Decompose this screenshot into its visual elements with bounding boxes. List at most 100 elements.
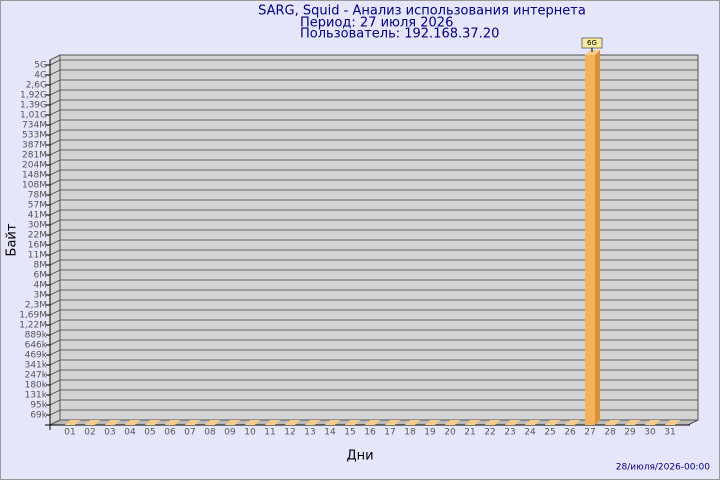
- y-tick-label: 341k: [25, 361, 48, 371]
- bar-top: [425, 420, 440, 425]
- grid-line: [49, 169, 698, 176]
- y-tick-label: 11M: [28, 251, 47, 261]
- x-tick-label: 09: [224, 428, 236, 438]
- x-tick-label: 16: [364, 428, 376, 438]
- x-tick-label: 07: [184, 428, 195, 438]
- y-tick-label: 108M: [22, 181, 47, 191]
- x-tick-label: 05: [144, 428, 155, 438]
- grid-line: [49, 149, 698, 156]
- bar-top: [605, 420, 620, 425]
- grid-line: [49, 129, 698, 136]
- x-tick-label: 14: [324, 428, 336, 438]
- y-tick-label: 889k: [25, 331, 48, 341]
- value-label: 6G: [587, 39, 597, 47]
- x-tick-label: 04: [124, 428, 136, 438]
- x-tick-label: 20: [444, 428, 456, 438]
- grid-line: [49, 309, 698, 316]
- grid-line: [49, 209, 698, 216]
- y-tick-label: 1,22M: [19, 321, 47, 331]
- grid-line: [49, 119, 698, 126]
- y-tick-label: 4M: [34, 281, 48, 291]
- bar-top: [645, 420, 660, 425]
- x-tick-label: 13: [304, 428, 315, 438]
- grid-line: [49, 229, 698, 236]
- bar-top: [325, 420, 340, 425]
- bar-top: [285, 420, 300, 425]
- x-tick-label: 10: [244, 428, 256, 438]
- bar-top: [545, 420, 560, 425]
- chart-title: SARG, Squid - Анализ использования интер…: [258, 4, 586, 19]
- x-tick-label: 27: [584, 428, 595, 438]
- grid-line: [49, 269, 698, 276]
- y-tick-label: 57M: [28, 201, 47, 211]
- bar-top: [205, 420, 220, 425]
- x-tick-label: 11: [264, 428, 275, 438]
- y-tick-label: 95k: [30, 401, 47, 411]
- grid-line: [49, 219, 698, 226]
- y-axis-label: Байт: [5, 223, 20, 256]
- x-tick-label: 12: [284, 428, 295, 438]
- grid-line: [49, 389, 698, 396]
- grid-line: [49, 319, 698, 326]
- grid-line: [49, 259, 698, 266]
- grid-line: [49, 289, 698, 296]
- grid-line: [49, 179, 698, 186]
- y-tick-label: 1,39G: [20, 101, 47, 111]
- bar-top: [165, 420, 180, 425]
- x-tick-label: 02: [84, 428, 95, 438]
- y-tick-label: 22M: [28, 231, 47, 241]
- x-tick-label: 15: [344, 428, 355, 438]
- user: Пользователь: 192.168.37.20: [300, 27, 499, 42]
- x-tick-label: 22: [484, 428, 495, 438]
- bar-top: [405, 420, 420, 425]
- grid-line: [49, 199, 698, 206]
- y-tick-label: 180k: [25, 381, 48, 391]
- grid-line: [49, 239, 698, 246]
- bar-top: [525, 420, 540, 425]
- y-tick-label: 1,92G: [20, 91, 47, 101]
- y-tick-label: 41M: [28, 211, 47, 221]
- grid-line: [49, 69, 698, 76]
- y-tick-label: 387M: [22, 141, 47, 151]
- grid-line: [49, 409, 698, 416]
- grid-line: [49, 159, 698, 166]
- grid-line: [49, 279, 698, 286]
- bar-top: [305, 420, 320, 425]
- bar-top: [505, 420, 520, 425]
- bar-top: [145, 420, 160, 425]
- x-tick-label: 28: [604, 428, 616, 438]
- grid-line: [49, 369, 698, 376]
- y-tick-label: 533M: [22, 131, 47, 141]
- y-tick-label: 69k: [30, 411, 47, 421]
- bar-top: [265, 420, 280, 425]
- x-tick-label: 19: [424, 428, 436, 438]
- bar: [585, 55, 595, 425]
- bar-top: [85, 420, 100, 425]
- grid-line: [49, 59, 698, 66]
- grid-line: [49, 359, 698, 366]
- y-tick-label: 131k: [25, 391, 48, 401]
- bar-top: [565, 420, 580, 425]
- bar-top: [465, 420, 480, 425]
- y-tick-label: 1,69M: [19, 311, 47, 321]
- x-tick-label: 25: [544, 428, 555, 438]
- x-tick-label: 18: [404, 428, 416, 438]
- y-tick-label: 6M: [34, 271, 48, 281]
- grid-line: [49, 329, 698, 336]
- x-tick-label: 26: [564, 428, 576, 438]
- y-tick-label: 2,3M: [25, 301, 47, 311]
- grid-line: [49, 339, 698, 346]
- x-tick-label: 31: [664, 428, 675, 438]
- x-tick-label: 21: [464, 428, 475, 438]
- y-tick-label: 4G: [34, 71, 47, 81]
- y-tick-label: 247k: [25, 371, 48, 381]
- bar-top: [245, 420, 260, 425]
- x-tick-label: 06: [164, 428, 176, 438]
- bar-top: [105, 420, 120, 425]
- y-tick-label: 204M: [22, 161, 47, 171]
- y-tick-label: 646k: [25, 341, 48, 351]
- y-tick-label: 2,6G: [26, 81, 47, 91]
- x-tick-label: 23: [504, 428, 515, 438]
- grid-line: [49, 349, 698, 356]
